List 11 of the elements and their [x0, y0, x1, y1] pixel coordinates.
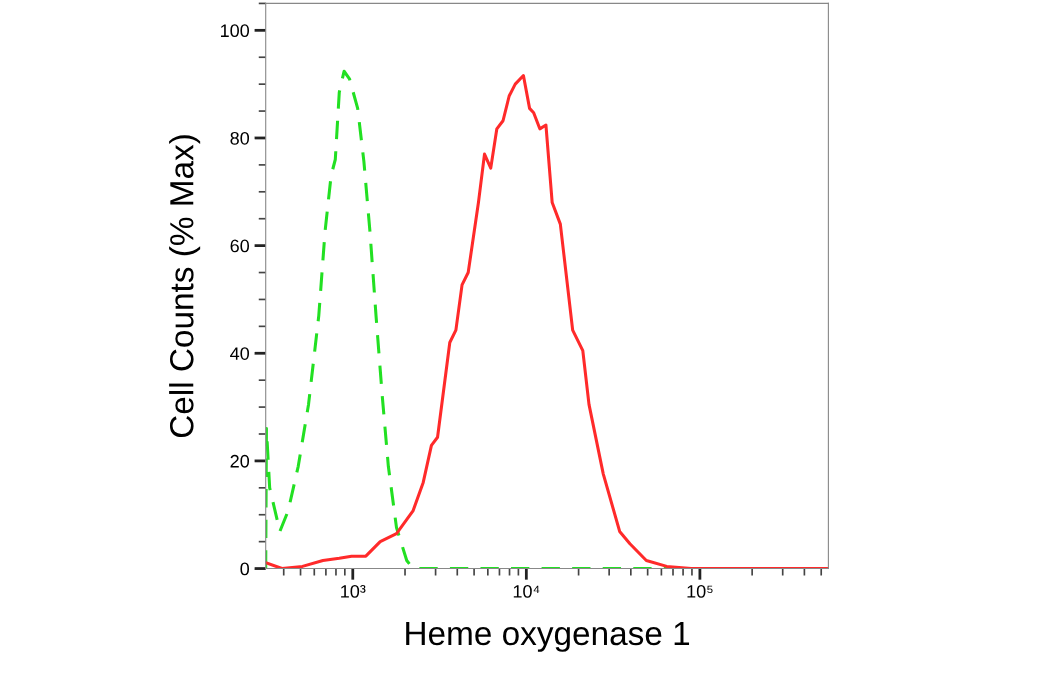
x-axis-title: Heme oxygenase 1: [406, 622, 690, 652]
y-tick-label: 100: [220, 24, 250, 38]
y-tick-label: 80: [230, 131, 250, 145]
y-tick-label: 40: [230, 347, 250, 360]
y-tick-label: 0: [240, 562, 250, 576]
x-tick-label: 10⁴: [513, 585, 540, 598]
y-axis-title: Cell Counts (% Max): [169, 135, 201, 438]
x-tick-label: 10⁵: [687, 585, 713, 598]
y-tick-label: 20: [230, 454, 250, 468]
x-tick-label: 10³: [341, 585, 366, 598]
y-tick-label: 60: [230, 239, 250, 253]
